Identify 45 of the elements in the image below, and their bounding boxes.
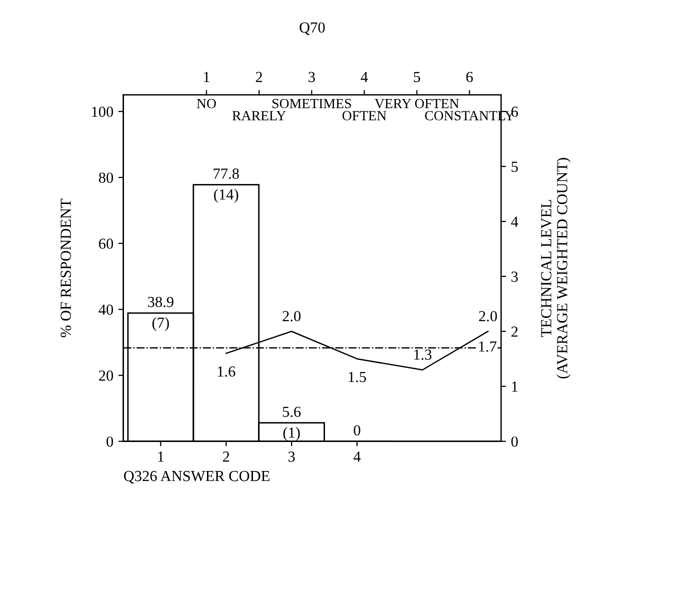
x2-tick-label: 1 <box>204 72 210 82</box>
y-tick-label: 80 <box>98 172 114 183</box>
x2-tick-label: 2 <box>256 72 262 82</box>
annotation: VERY OFTEN <box>374 98 459 108</box>
x-tick-label: 4 <box>354 452 361 462</box>
annotation: RARELY <box>232 111 286 120</box>
x-tick-label: 2 <box>222 452 230 462</box>
y2-tick-label: 6 <box>511 106 518 117</box>
x-tick-label: 1 <box>158 452 164 462</box>
annotation: (7) <box>152 317 169 332</box>
data-label: 5.6 <box>282 406 301 418</box>
x2-axis-title: Q70 <box>300 22 325 35</box>
x-tick-label: 3 <box>288 452 295 462</box>
data-label: 1.6 <box>218 366 236 377</box>
x2-tick-label: 6 <box>466 72 473 82</box>
y-tick-label: 0 <box>106 436 114 447</box>
data-label: 2.0 <box>479 311 497 322</box>
y2-tick-label: 1 <box>512 382 518 392</box>
ref-line-label: 1.7 <box>479 341 496 352</box>
y-tick-label: 40 <box>98 304 114 315</box>
y-tick-label: 100 <box>92 106 114 117</box>
y2-tick-label: 2 <box>511 326 518 337</box>
data-label: 2.0 <box>282 311 301 322</box>
data-label: 1.5 <box>348 372 366 382</box>
y2-tick-label: 3 <box>511 272 518 282</box>
annotation: SOMETIMES <box>272 98 351 108</box>
annotation: NO <box>196 98 216 108</box>
annotation: (14) <box>214 188 238 203</box>
y-axis-title: % OF RESPONDENT <box>60 198 71 338</box>
y2-tick-label: 5 <box>512 162 518 172</box>
x2-tick-label: 5 <box>414 72 420 82</box>
data-label: 0 <box>354 425 360 436</box>
data-label: 1.3 <box>414 350 432 360</box>
data-label: 38.9 <box>148 296 174 308</box>
annotation: (1) <box>283 427 300 441</box>
x2-tick-label: 4 <box>360 72 368 82</box>
y-tick-label: 60 <box>99 238 114 249</box>
y2-axis-title: TECHNICAL LEVEL (AVERAGE WEIGHTED COUNT) <box>541 158 570 378</box>
y2-tick-label: 4 <box>511 216 518 227</box>
data-label: 77.8 <box>214 168 239 179</box>
x2-tick-label: 3 <box>308 72 315 82</box>
y-tick-label: 20 <box>99 370 114 381</box>
x-axis-title: Q326 ANSWER CODE <box>124 470 270 484</box>
annotation: OFTEN <box>342 111 386 120</box>
y2-tick-label: 0 <box>511 436 518 447</box>
